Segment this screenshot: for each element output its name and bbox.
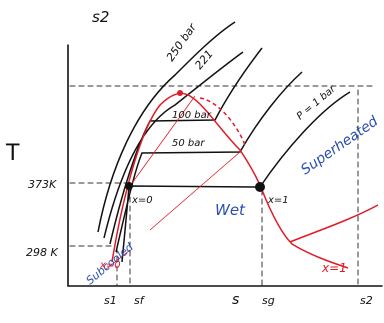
region-label: Superheated: [298, 113, 381, 178]
s-label: sg: [262, 294, 275, 307]
isobar-label: 250 bar: [164, 20, 200, 64]
title: s2: [92, 8, 109, 26]
temperature-label: 298 K: [26, 246, 58, 259]
isobar-label: P = 1 bar: [295, 83, 339, 122]
ts-diagram: s2 250 bar 221 100 bar 50 bar P = 1 bar …: [0, 0, 384, 323]
point-label: x=1: [321, 261, 347, 275]
point-label: x=1: [267, 195, 289, 206]
region-label: Wet: [215, 201, 246, 219]
isobar-label: 221: [192, 47, 215, 71]
s-label: sf: [134, 294, 146, 307]
isobar-label: 50 bar: [172, 138, 205, 149]
isobar-label: 100 bar: [172, 110, 212, 121]
saturation-dome: [105, 93, 378, 270]
s-label: s1: [104, 294, 117, 307]
axis-label: T: [5, 141, 20, 166]
s-label: s2: [360, 294, 373, 307]
isobar-curves: [98, 22, 350, 262]
s-label: s: [232, 292, 239, 308]
point-label: x=0: [99, 260, 121, 271]
point-label: x=0: [131, 195, 153, 206]
temperature-label: 373K: [28, 178, 57, 191]
